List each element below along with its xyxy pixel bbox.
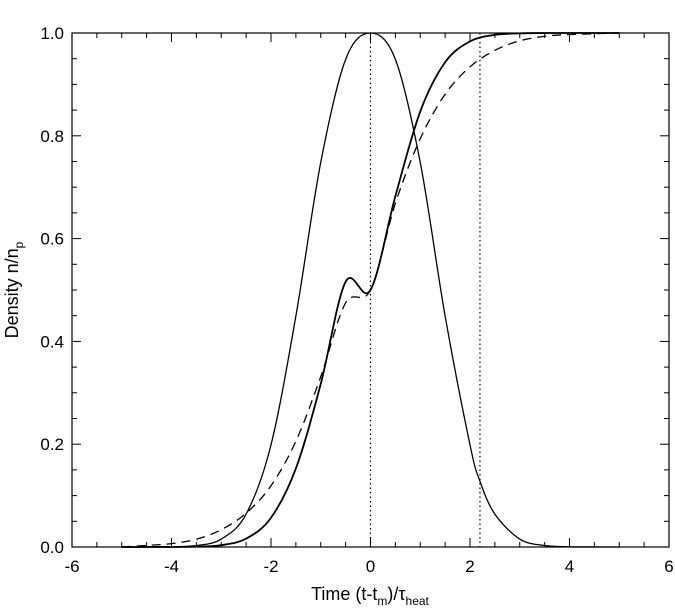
series-line-3 — [121, 32, 620, 548]
x-axis-label-sub1: m — [377, 594, 387, 608]
x-axis-label: Time (t-tm)/τheat — [311, 584, 429, 608]
y-axis-label-sub: p — [12, 241, 26, 248]
x-axis-label-mid: )/τ — [387, 584, 405, 604]
y-tick-label: 0.4 — [40, 332, 64, 351]
x-tick-label: -2 — [263, 557, 278, 576]
y-axis-label: Density n/np — [2, 241, 26, 338]
y-tick-label: 1.0 — [40, 24, 64, 43]
x-tick-label: 4 — [565, 557, 574, 576]
x-tick-label: 6 — [664, 557, 673, 576]
y-ticks: 0.0 0.2 0.4 0.6 0.8 1.0 — [40, 24, 669, 557]
x-axis-label-sub2: heat — [406, 594, 430, 608]
series-group — [121, 32, 620, 548]
y-tick-label: 0.2 — [40, 435, 64, 454]
y-tick-label: 0.8 — [40, 127, 64, 146]
y-axis-label-main: Density n/n — [2, 248, 22, 338]
x-axis-label-main: Time (t-t — [311, 584, 377, 604]
series-line-1 — [121, 32, 620, 548]
x-ticks: -6 -4 -2 0 2 4 6 — [64, 33, 674, 576]
x-tick-label: 0 — [366, 557, 375, 576]
x-tick-label: -4 — [164, 557, 179, 576]
x-tick-label: -6 — [64, 557, 79, 576]
y-tick-label: 0.6 — [40, 230, 64, 249]
series-line-2 — [121, 32, 620, 548]
vlines — [369, 33, 481, 547]
y-tick-label: 0.0 — [40, 538, 64, 557]
x-tick-label: 2 — [465, 557, 474, 576]
